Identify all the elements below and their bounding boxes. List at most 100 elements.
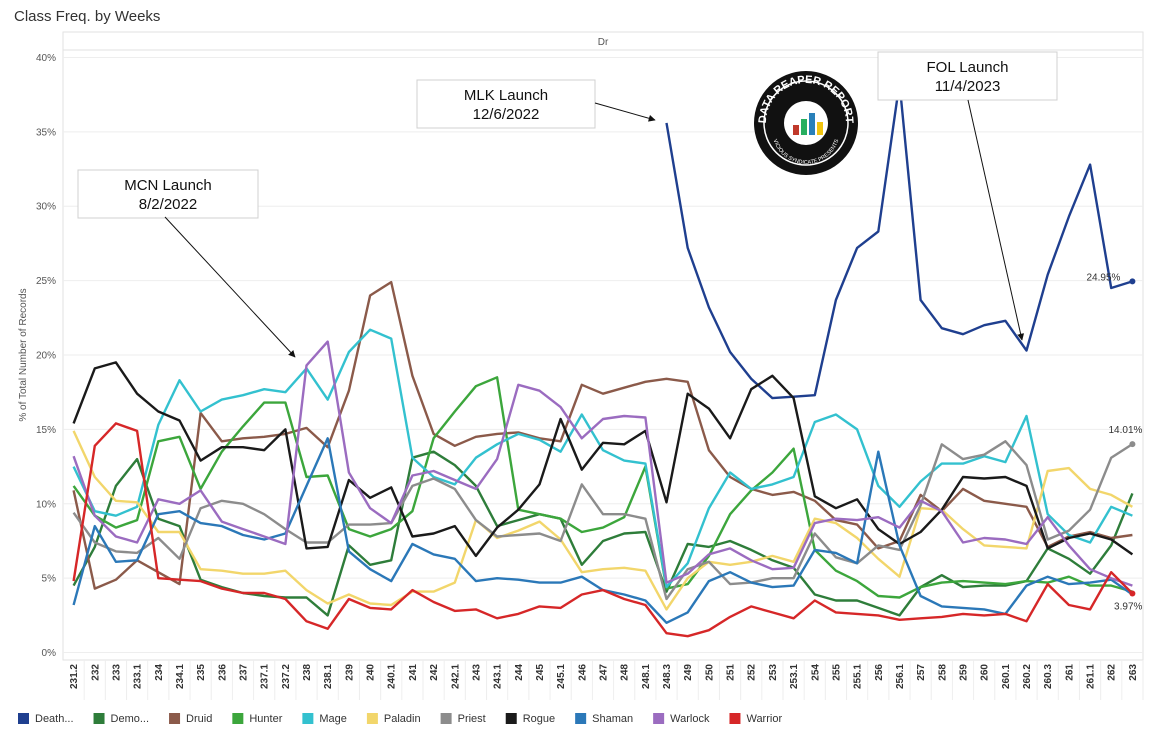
x-tick-label: 252 xyxy=(747,664,758,681)
annotation-date: 11/4/2023 xyxy=(935,78,1001,95)
legend-swatch xyxy=(729,713,741,724)
x-tick-label: 245 xyxy=(535,664,546,681)
series-line xyxy=(72,340,1133,587)
legend-item[interactable]: Rogue xyxy=(505,713,555,725)
series-line xyxy=(72,422,1134,638)
x-tick-label: 261.1 xyxy=(1086,664,1097,689)
legend-label: Demo... xyxy=(111,713,150,725)
x-tick-label: 260.3 xyxy=(1043,664,1054,689)
series-line xyxy=(72,280,1133,590)
y-tick-label: 15% xyxy=(36,425,56,436)
annotation-title: MLK Launch xyxy=(464,87,548,104)
x-tick-label: 244 xyxy=(514,664,525,681)
legend-swatch xyxy=(169,713,181,724)
y-tick-label: 25% xyxy=(36,276,56,287)
series-line xyxy=(665,81,1133,400)
legend-label: Warrior xyxy=(746,713,782,725)
y-tick-label: 0% xyxy=(42,648,57,659)
legend-item[interactable]: Hunter xyxy=(232,713,283,725)
legend-swatch xyxy=(575,713,587,724)
x-tick-label: 256.1 xyxy=(895,664,906,689)
annotation-date: 8/2/2022 xyxy=(139,196,197,213)
legend-swatch xyxy=(232,713,244,724)
y-tick-label: 5% xyxy=(42,574,57,585)
series-line xyxy=(72,328,1133,589)
x-tick-label: 250 xyxy=(704,664,715,681)
x-tick-label: 236 xyxy=(217,664,228,681)
legend-item[interactable]: Warrior xyxy=(729,713,782,725)
point xyxy=(1129,441,1136,448)
legend-swatch xyxy=(366,713,378,724)
legend-label: Shaman xyxy=(592,713,633,725)
x-tick-label: 237 xyxy=(239,664,250,681)
legend-item[interactable]: Mage xyxy=(302,713,347,725)
y-tick-label: 10% xyxy=(36,499,56,510)
x-tick-label: 261 xyxy=(1064,664,1075,681)
y-tick-label: 35% xyxy=(36,127,56,138)
annotation-date: 12/6/2022 xyxy=(473,106,540,123)
x-tick-label: 233.1 xyxy=(133,664,144,689)
x-tick-label: 254 xyxy=(810,664,821,681)
x-tick-label: 237.2 xyxy=(281,664,292,689)
x-tick-label: 263 xyxy=(1128,664,1139,681)
series-line xyxy=(72,440,1134,601)
chart-title: Class Freq. by Weeks xyxy=(14,8,160,25)
legend-item[interactable]: Shaman xyxy=(575,713,633,725)
data-label: 14.01% xyxy=(1108,425,1142,436)
legend-swatch xyxy=(653,713,665,724)
legend-item[interactable]: Priest xyxy=(440,713,486,725)
x-tick-label: 251 xyxy=(726,664,737,681)
x-tick-label: 257 xyxy=(916,664,927,681)
x-tick-label: 232 xyxy=(90,664,101,681)
data-label: 3.97% xyxy=(1114,601,1142,612)
x-tick-label: 241 xyxy=(408,664,419,681)
legend-item[interactable]: Warlock xyxy=(653,713,710,725)
header-label: Dr xyxy=(598,37,609,48)
legend-label: Priest xyxy=(458,713,486,725)
legend-item[interactable]: Paladin xyxy=(366,713,421,725)
x-tick-label: 259 xyxy=(959,664,970,681)
legend-label: Hunter xyxy=(249,713,282,725)
x-tick-label: 240 xyxy=(366,664,377,681)
x-tick-label: 246 xyxy=(577,664,588,681)
annotation-arrow xyxy=(967,99,1025,341)
x-tick-label: 260 xyxy=(980,664,991,681)
annotation-title: FOL Launch xyxy=(927,59,1009,76)
series-line xyxy=(72,361,1134,558)
x-tick-label: 239 xyxy=(344,664,355,681)
legend-swatch xyxy=(302,713,314,724)
legend-swatch xyxy=(505,713,517,724)
x-tick-label: 238.1 xyxy=(323,664,334,689)
point xyxy=(1129,278,1136,285)
y-axis-title: % of Total Number of Records xyxy=(18,288,29,421)
y-tick-label: 30% xyxy=(36,202,56,213)
legend-item[interactable]: Death... xyxy=(18,713,74,725)
legend-item[interactable]: Demo... xyxy=(93,713,150,725)
legend-swatch xyxy=(93,713,105,724)
logo-ring xyxy=(763,80,849,166)
x-tick-label: 243 xyxy=(471,664,482,681)
x-tick-label: 258 xyxy=(937,664,948,681)
x-tick-label: 262 xyxy=(1107,664,1118,681)
legend-item[interactable]: Druid xyxy=(169,713,212,725)
legend-label: Warlock xyxy=(670,713,710,725)
annotation-box xyxy=(877,51,1058,101)
x-tick-label: 255 xyxy=(831,664,842,681)
legend-swatch xyxy=(18,713,29,724)
legend-label: Rogue xyxy=(523,713,555,725)
x-tick-label: 256 xyxy=(874,664,885,681)
annotation-box xyxy=(77,169,259,219)
series-line xyxy=(72,437,1134,624)
data-label: 24.95% xyxy=(1086,272,1120,283)
x-tick-label: 260.1 xyxy=(1001,664,1012,689)
x-tick-label: 242.1 xyxy=(450,664,461,689)
legend-swatch xyxy=(440,713,452,724)
x-tick-label: 233 xyxy=(111,664,122,681)
annotation-arrow xyxy=(164,216,296,358)
x-tick-label: 253 xyxy=(768,664,779,681)
x-tick-label: 231.2 xyxy=(69,664,80,689)
x-tick-label: 245.1 xyxy=(556,664,567,689)
